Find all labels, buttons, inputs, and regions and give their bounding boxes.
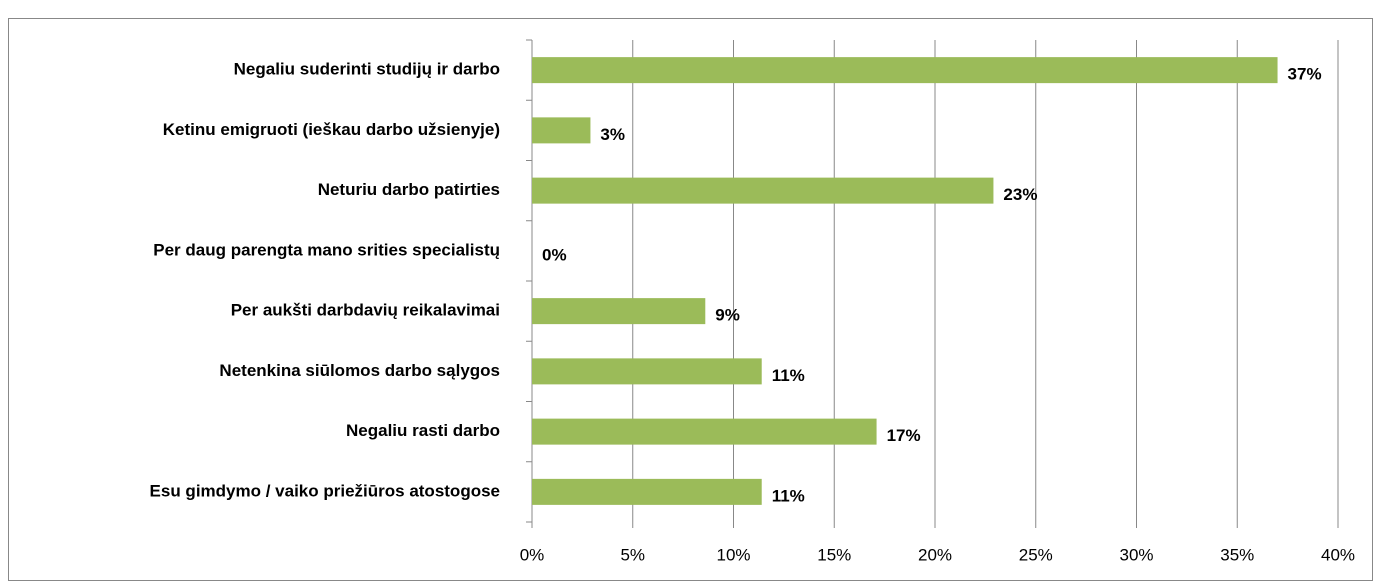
value-label: 37%	[1288, 65, 1322, 84]
category-label: Per aukšti darbdavių reikalavimai	[231, 301, 500, 320]
x-tick-label: 40%	[1321, 545, 1355, 564]
value-label: 9%	[715, 306, 740, 325]
x-tick-label: 10%	[716, 545, 750, 564]
x-tick-label: 20%	[918, 545, 952, 564]
x-tick-label: 5%	[620, 545, 645, 564]
bar	[532, 418, 877, 445]
category-label: Esu gimdymo / vaiko priežiūros atostogos…	[150, 481, 500, 500]
x-tick-label: 35%	[1220, 545, 1254, 564]
bar	[532, 478, 762, 505]
value-label: 17%	[887, 426, 921, 445]
value-label: 11%	[772, 366, 805, 385]
value-label: 23%	[1003, 185, 1037, 204]
bar	[532, 298, 706, 325]
category-label: Netenkina siūlomos darbo sąlygos	[219, 361, 500, 380]
category-label: Negaliu suderinti studijų ir darbo	[234, 60, 500, 79]
category-label: Neturiu darbo patirties	[318, 180, 500, 199]
value-label: 3%	[600, 125, 625, 144]
category-label: Ketinu emigruoti (ieškau darbo užsienyje…	[163, 120, 500, 139]
bar	[532, 177, 994, 204]
category-label: Per daug parengta mano srities specialis…	[153, 240, 500, 259]
bar	[532, 57, 1278, 84]
x-tick-label: 25%	[1019, 545, 1053, 564]
x-tick-label: 15%	[817, 545, 851, 564]
value-label: 0%	[542, 245, 567, 264]
category-label: Negaliu rasti darbo	[346, 421, 500, 440]
value-label: 11%	[772, 486, 805, 505]
bar	[532, 358, 762, 385]
x-tick-label: 30%	[1119, 545, 1153, 564]
bar	[532, 117, 591, 144]
x-tick-label: 0%	[520, 545, 545, 564]
